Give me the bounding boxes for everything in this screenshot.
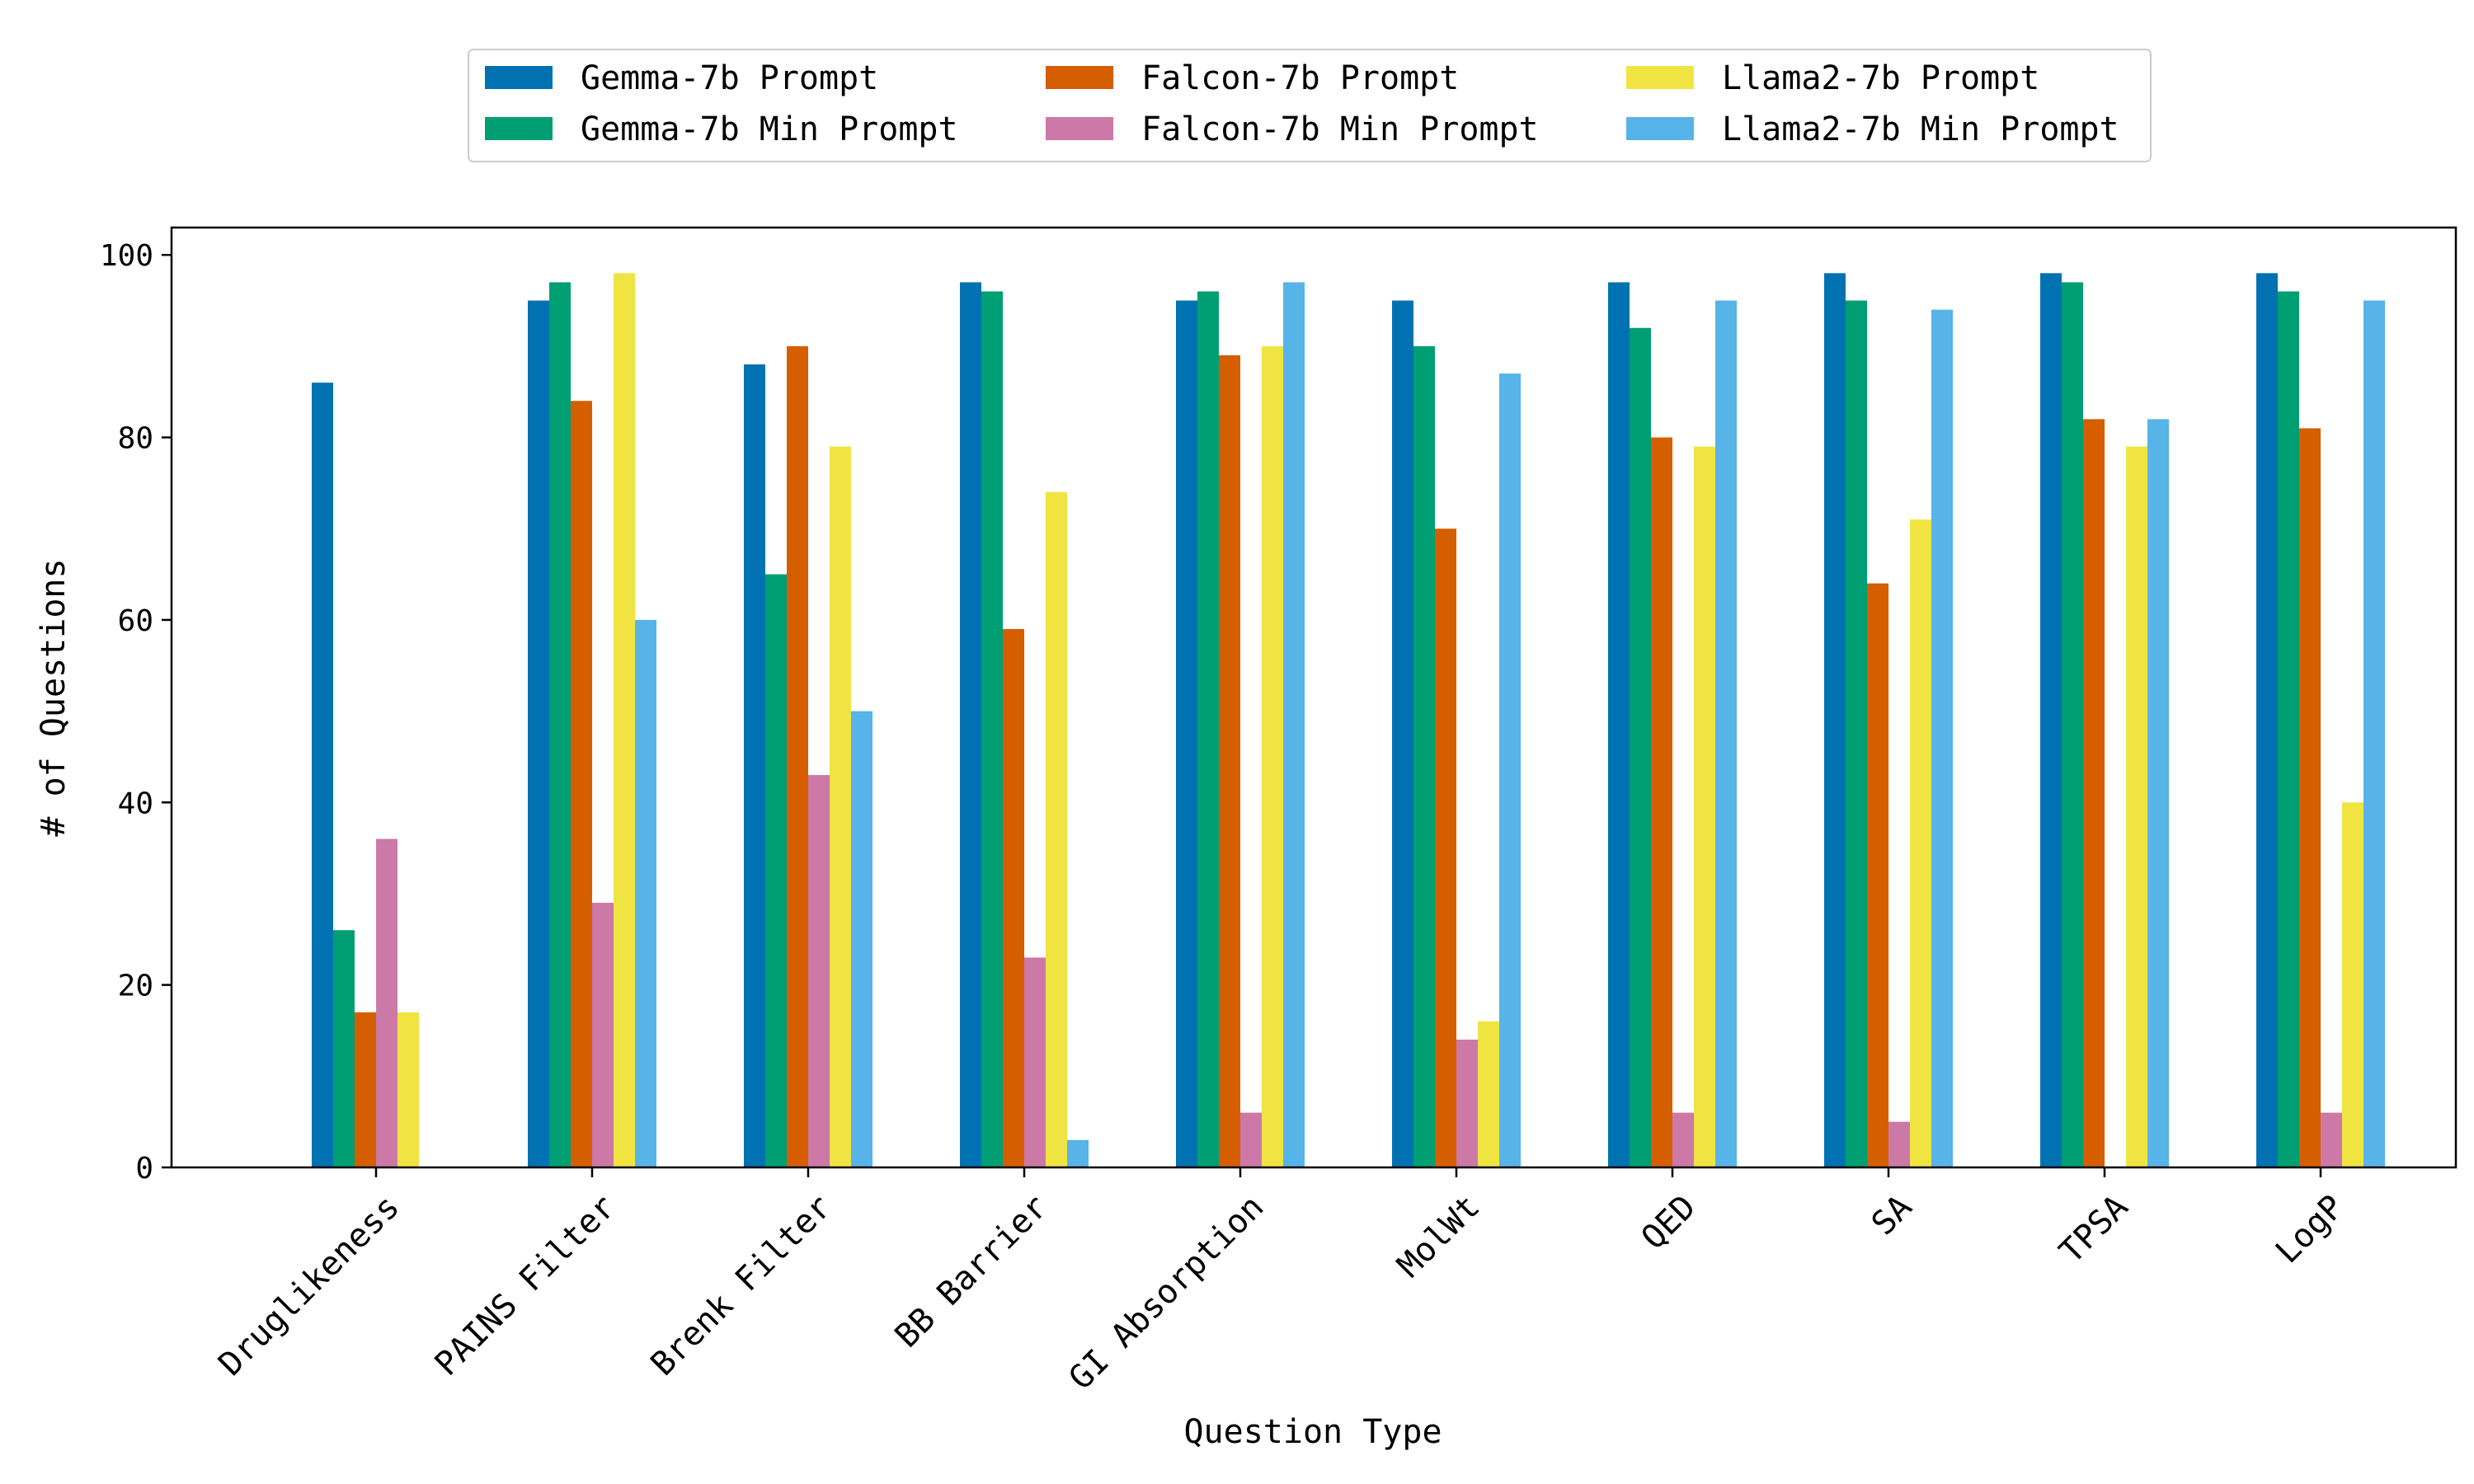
legend-swatch xyxy=(1046,66,1113,89)
bar-gemma-7b-prompt-gi-absorption xyxy=(1176,300,1197,1167)
bar-gemma-7b-min-prompt-tpsa xyxy=(2062,282,2083,1168)
legend-label: Llama2-7b Prompt xyxy=(1722,59,2039,97)
bar-llama2-7b-min-prompt-bb-barrier xyxy=(1067,1139,1089,1167)
bar-gemma-7b-prompt-pains-filter xyxy=(528,300,549,1167)
bar-falcon-7b-prompt-gi-absorption xyxy=(1219,355,1240,1168)
y-tick-label: 60 xyxy=(118,604,153,638)
y-tick-label: 100 xyxy=(100,239,153,273)
bar-llama2-7b-min-prompt-molwt xyxy=(1499,373,1521,1167)
bar-falcon-7b-min-prompt-druglikeness xyxy=(376,838,397,1167)
bar-falcon-7b-prompt-tpsa xyxy=(2083,419,2105,1167)
bar-gemma-7b-prompt-druglikeness xyxy=(312,383,333,1167)
bar-falcon-7b-min-prompt-sa xyxy=(1888,1121,1910,1167)
bar-falcon-7b-min-prompt-pains-filter xyxy=(592,903,614,1167)
plot-area-frame xyxy=(170,226,2458,1169)
bar-gemma-7b-prompt-sa xyxy=(1824,273,1846,1167)
bar-gemma-7b-prompt-tpsa xyxy=(2040,273,2062,1167)
bar-gemma-7b-prompt-logp xyxy=(2256,273,2278,1167)
bar-llama2-7b-prompt-sa xyxy=(1910,519,1931,1167)
bar-llama2-7b-prompt-qed xyxy=(1694,446,1715,1167)
y-axis-label: # of Questions xyxy=(35,558,73,836)
legend-label: Gemma-7b Prompt xyxy=(581,59,878,97)
bar-llama2-7b-prompt-gi-absorption xyxy=(1262,345,1283,1167)
legend: Gemma-7b Prompt Gemma-7b Min Prompt Falcon… xyxy=(468,49,2152,162)
legend-label: Llama2-7b Min Prompt xyxy=(1722,110,2119,148)
bar-llama2-7b-prompt-tpsa xyxy=(2126,446,2147,1167)
bar-llama2-7b-min-prompt-sa xyxy=(1931,309,1953,1167)
bar-gemma-7b-prompt-qed xyxy=(1608,282,1630,1168)
legend-label: Falcon-7b Prompt xyxy=(1141,59,1459,97)
legend-swatch xyxy=(1626,117,1694,140)
legend-frame xyxy=(468,49,2152,162)
bar-gemma-7b-min-prompt-molwt xyxy=(1413,345,1435,1167)
bar-llama2-7b-min-prompt-brenk-filter xyxy=(851,711,872,1167)
bar-llama2-7b-min-prompt-qed xyxy=(1715,300,1737,1167)
bar-gemma-7b-prompt-bb-barrier xyxy=(960,282,981,1168)
legend-swatch xyxy=(485,117,553,140)
bar-falcon-7b-prompt-pains-filter xyxy=(571,401,592,1167)
bar-gemma-7b-prompt-brenk-filter xyxy=(744,364,765,1167)
y-tick-label: 40 xyxy=(118,787,153,820)
y-tick-label: 0 xyxy=(135,1152,153,1186)
legend-swatch xyxy=(1046,117,1113,140)
bar-gemma-7b-min-prompt-bb-barrier xyxy=(981,291,1003,1168)
bar-llama2-7b-prompt-bb-barrier xyxy=(1046,491,1067,1167)
bar-falcon-7b-min-prompt-gi-absorption xyxy=(1240,1112,1262,1167)
bar-falcon-7b-prompt-druglikeness xyxy=(355,1012,376,1167)
bar-falcon-7b-prompt-bb-barrier xyxy=(1003,628,1024,1167)
legend-label: Falcon-7b Min Prompt xyxy=(1141,110,1539,148)
bar-gemma-7b-min-prompt-sa xyxy=(1846,300,1867,1167)
bar-llama2-7b-prompt-logp xyxy=(2342,802,2363,1167)
x-axis-label: Question Type xyxy=(1183,1413,1442,1451)
bar-llama2-7b-min-prompt-gi-absorption xyxy=(1283,282,1305,1168)
bar-falcon-7b-min-prompt-molwt xyxy=(1456,1040,1478,1167)
bar-falcon-7b-min-prompt-bb-barrier xyxy=(1024,957,1046,1167)
bar-llama2-7b-prompt-pains-filter xyxy=(614,273,635,1167)
bar-falcon-7b-prompt-logp xyxy=(2299,428,2321,1167)
y-tick-label: 20 xyxy=(118,970,153,1003)
bar-gemma-7b-min-prompt-logp xyxy=(2278,291,2299,1168)
legend-swatch xyxy=(485,66,553,89)
bar-falcon-7b-prompt-sa xyxy=(1867,583,1888,1167)
bar-falcon-7b-min-prompt-qed xyxy=(1672,1112,1694,1167)
bar-llama2-7b-min-prompt-pains-filter xyxy=(635,619,656,1167)
y-tick-label: 80 xyxy=(118,422,153,456)
bar-gemma-7b-min-prompt-druglikeness xyxy=(333,930,355,1167)
bar-llama2-7b-prompt-molwt xyxy=(1478,1021,1499,1167)
bars-group xyxy=(312,273,2385,1168)
legend-swatch xyxy=(1626,66,1694,89)
bar-gemma-7b-min-prompt-pains-filter xyxy=(549,282,571,1168)
bar-falcon-7b-min-prompt-brenk-filter xyxy=(808,775,830,1167)
bar-llama2-7b-min-prompt-tpsa xyxy=(2147,419,2169,1167)
bar-falcon-7b-prompt-brenk-filter xyxy=(787,345,808,1167)
bar-llama2-7b-prompt-brenk-filter xyxy=(830,446,851,1167)
bar-llama2-7b-min-prompt-logp xyxy=(2363,300,2385,1167)
bar-falcon-7b-prompt-qed xyxy=(1651,437,1672,1167)
bar-gemma-7b-min-prompt-qed xyxy=(1630,327,1651,1167)
legend-label: Gemma-7b Min Prompt xyxy=(581,110,958,148)
bar-falcon-7b-prompt-molwt xyxy=(1435,528,1456,1167)
bar-gemma-7b-min-prompt-brenk-filter xyxy=(765,574,787,1167)
bar-falcon-7b-min-prompt-logp xyxy=(2321,1112,2342,1167)
bar-gemma-7b-min-prompt-gi-absorption xyxy=(1197,291,1219,1168)
bar-gemma-7b-prompt-molwt xyxy=(1392,300,1413,1167)
y-axis: 0 20 40 60 80 100 xyxy=(100,239,172,1186)
bar-llama2-7b-prompt-druglikeness xyxy=(397,1012,419,1167)
